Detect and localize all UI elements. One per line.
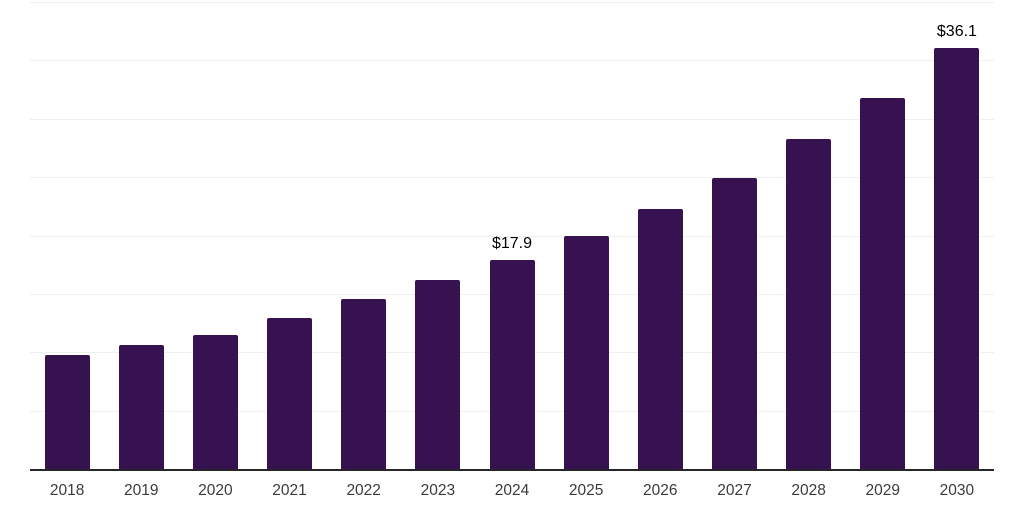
bar-2025: [563, 235, 609, 469]
x-tick-label: 2028: [791, 482, 826, 499]
x-tick-label: 2025: [568, 482, 604, 499]
x-tick-label: 2018: [49, 482, 85, 499]
x-tick-label: 2030: [939, 482, 975, 499]
x-tick-label: 2027: [717, 482, 752, 499]
x-axis-labels: 2018 2019 2020 2021 2022 2023 2024 2025 2026 2027…: [30, 481, 994, 501]
gridline: [30, 60, 994, 62]
bar-2029: [860, 97, 906, 469]
bar-2021: [267, 318, 313, 469]
x-tick-label: 2024: [494, 482, 530, 499]
gridline: [30, 118, 994, 120]
bar-2022: [341, 298, 387, 469]
x-tick-label: 2019: [123, 482, 159, 499]
bar-2030: [934, 47, 980, 469]
gridline: [30, 235, 994, 237]
x-tick-label: 2029: [865, 482, 900, 499]
x-tick-label: 2023: [420, 482, 456, 499]
bar-2024: [489, 260, 535, 469]
plot-area: $17.9 $36.1: [30, 2, 994, 471]
x-tick-label: 2020: [198, 482, 233, 499]
bar-value-label: $36.1: [936, 22, 977, 40]
bar-2023: [415, 279, 461, 469]
bar-2019: [118, 345, 164, 469]
gridline: [30, 177, 994, 179]
bar-2018: [44, 354, 90, 469]
x-tick-label: 2026: [643, 482, 678, 499]
x-tick-label: 2021: [272, 482, 307, 499]
bar-2028: [786, 138, 832, 469]
gridline: [30, 2, 994, 3]
bar-2020: [192, 334, 238, 469]
x-tick-label: 2022: [346, 482, 381, 499]
bar-2026: [637, 208, 683, 469]
bar-2027: [711, 178, 757, 469]
bar-value-label: $17.9: [491, 235, 533, 253]
